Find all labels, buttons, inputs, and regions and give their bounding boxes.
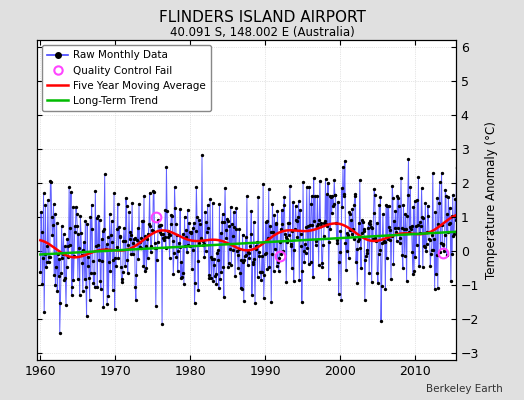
Legend: Raw Monthly Data, Quality Control Fail, Five Year Moving Average, Long-Term Tren: Raw Monthly Data, Quality Control Fail, … xyxy=(42,45,211,111)
Text: Berkeley Earth: Berkeley Earth xyxy=(427,384,503,394)
Y-axis label: Temperature Anomaly (°C): Temperature Anomaly (°C) xyxy=(485,121,498,279)
Text: FLINDERS ISLAND AIRPORT: FLINDERS ISLAND AIRPORT xyxy=(159,10,365,25)
Text: 40.091 S, 148.002 E (Australia): 40.091 S, 148.002 E (Australia) xyxy=(170,26,354,39)
